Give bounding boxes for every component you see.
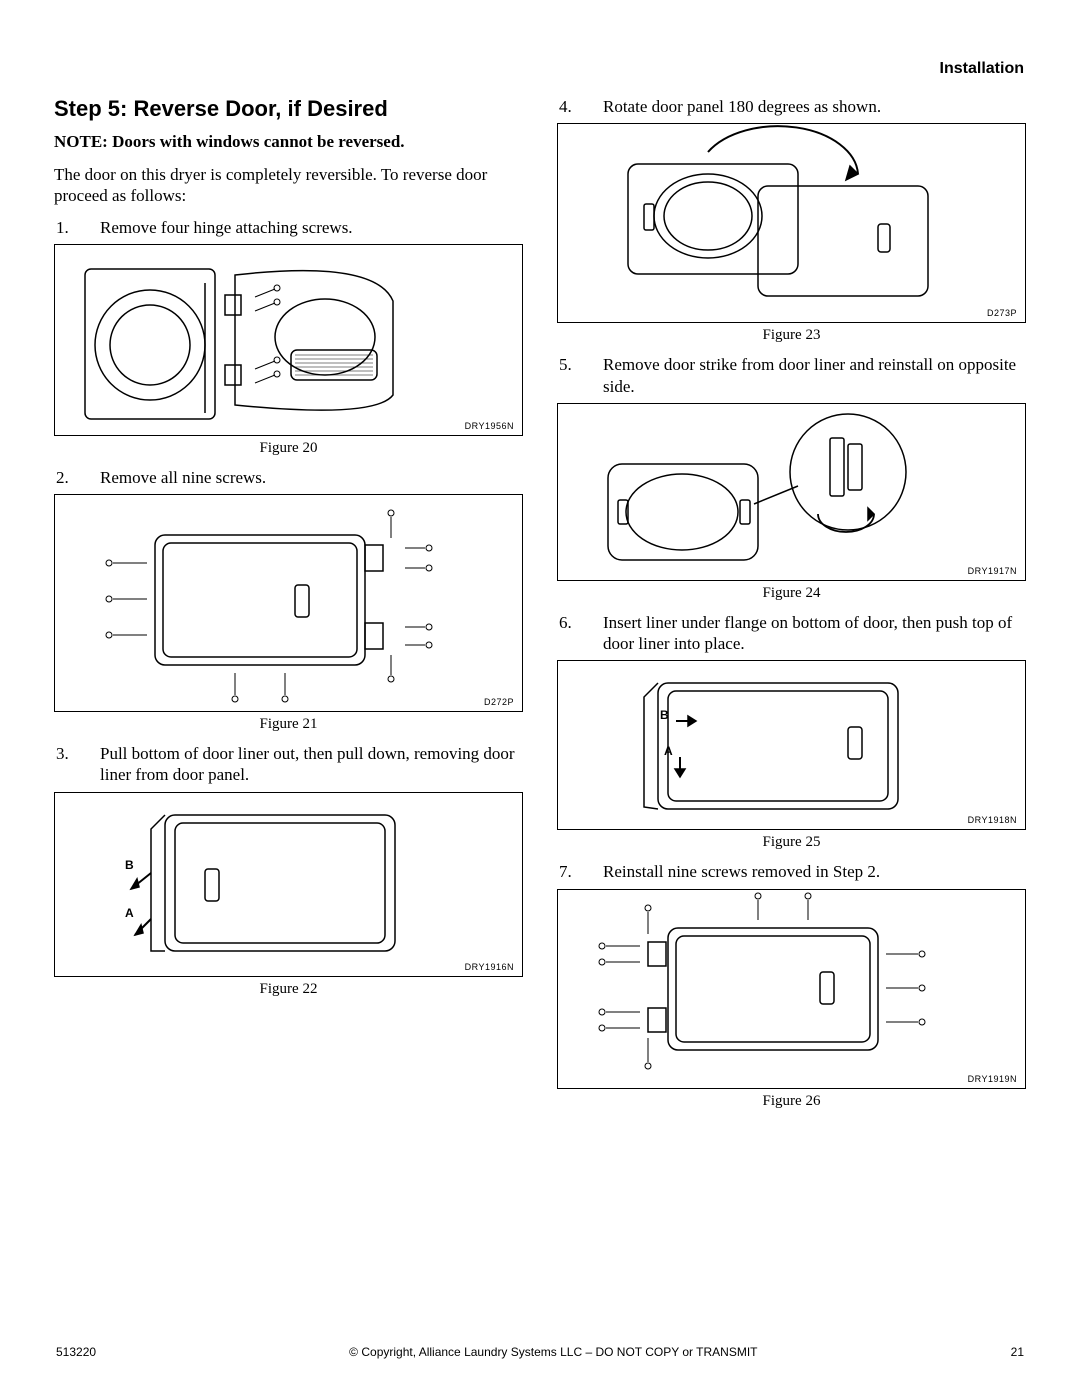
figure-24-box: DRY1917N	[557, 403, 1026, 581]
right-column: 4.Rotate door panel 180 degrees as shown…	[557, 96, 1026, 1120]
figure-24-code: DRY1917N	[968, 566, 1017, 576]
step-2-text: Remove all nine screws.	[100, 468, 266, 487]
step-2-num: 2.	[78, 467, 100, 488]
figure-25-code: DRY1918N	[968, 815, 1017, 825]
figure-23-code: D273P	[987, 308, 1017, 318]
step-7-text: Reinstall nine screws removed in Step 2.	[603, 862, 880, 881]
figure-26-code: DRY1919N	[968, 1074, 1017, 1084]
figure-24-illustration	[558, 404, 958, 581]
figure-23-box: D273P	[557, 123, 1026, 323]
step-3-text: Pull bottom of door liner out, then pull…	[100, 744, 515, 784]
note-text: NOTE: Doors with windows cannot be rever…	[54, 132, 523, 152]
step-3: 3.Pull bottom of door liner out, then pu…	[54, 743, 523, 786]
step-4: 4.Rotate door panel 180 degrees as shown…	[557, 96, 1026, 117]
step-5-text: Remove door strike from door liner and r…	[603, 355, 1016, 395]
step-6: 6.Insert liner under flange on bottom of…	[557, 612, 1026, 655]
figure-20-code: DRY1956N	[465, 421, 514, 431]
footer-pagenum: 21	[1011, 1345, 1024, 1359]
figure-21-caption: Figure 21	[54, 716, 523, 733]
figure-22-code: DRY1916N	[465, 962, 514, 972]
manual-page: Installation Step 5: Reverse Door, if De…	[0, 0, 1080, 1397]
step-4-text: Rotate door panel 180 degrees as shown.	[603, 97, 881, 116]
figure-24-caption: Figure 24	[557, 585, 1026, 602]
footer-copyright: © Copyright, Alliance Laundry Systems LL…	[96, 1345, 1011, 1359]
step-7: 7.Reinstall nine screws removed in Step …	[557, 861, 1026, 882]
content-columns: Step 5: Reverse Door, if Desired NOTE: D…	[54, 96, 1026, 1120]
step-7-num: 7.	[581, 861, 603, 882]
figure-25-box: B A DRY1918N	[557, 660, 1026, 830]
figure-26-caption: Figure 26	[557, 1093, 1026, 1110]
step-6-num: 6.	[581, 612, 603, 633]
step-6-text: Insert liner under flange on bottom of d…	[603, 613, 1012, 653]
figure-20-box: DRY1956N	[54, 244, 523, 436]
svg-text:B: B	[660, 708, 669, 722]
svg-text:B: B	[125, 858, 134, 872]
step-4-num: 4.	[581, 96, 603, 117]
figure-23-illustration	[558, 124, 958, 323]
footer-docnum: 513220	[56, 1345, 96, 1359]
page-footer: 513220 © Copyright, Alliance Laundry Sys…	[56, 1345, 1024, 1359]
figure-25-caption: Figure 25	[557, 834, 1026, 851]
step-3-num: 3.	[78, 743, 100, 764]
step-1-num: 1.	[78, 217, 100, 238]
step-2: 2.Remove all nine screws.	[54, 467, 523, 488]
figure-22-caption: Figure 22	[54, 981, 523, 998]
figure-20-illustration	[55, 245, 455, 436]
figure-22-box: B A DRY1916N	[54, 792, 523, 977]
step-1: 1.Remove four hinge attaching screws.	[54, 217, 523, 238]
step-title: Step 5: Reverse Door, if Desired	[54, 96, 523, 122]
step-5: 5.Remove door strike from door liner and…	[557, 354, 1026, 397]
intro-text: The door on this dryer is completely rev…	[54, 164, 523, 207]
figure-26-box: DRY1919N	[557, 889, 1026, 1089]
header-section: Installation	[940, 60, 1024, 78]
step-5-num: 5.	[581, 354, 603, 375]
figure-22-illustration: B A	[55, 793, 455, 977]
svg-text:A: A	[664, 744, 673, 758]
figure-26-illustration	[558, 890, 958, 1089]
figure-20-caption: Figure 20	[54, 440, 523, 457]
figure-21-box: D272P	[54, 494, 523, 712]
figure-25-illustration: B A	[558, 661, 958, 830]
svg-text:A: A	[125, 906, 134, 920]
step-1-text: Remove four hinge attaching screws.	[100, 218, 353, 237]
left-column: Step 5: Reverse Door, if Desired NOTE: D…	[54, 96, 523, 1120]
figure-21-code: D272P	[484, 697, 514, 707]
figure-23-caption: Figure 23	[557, 327, 1026, 344]
figure-21-illustration	[55, 495, 455, 712]
